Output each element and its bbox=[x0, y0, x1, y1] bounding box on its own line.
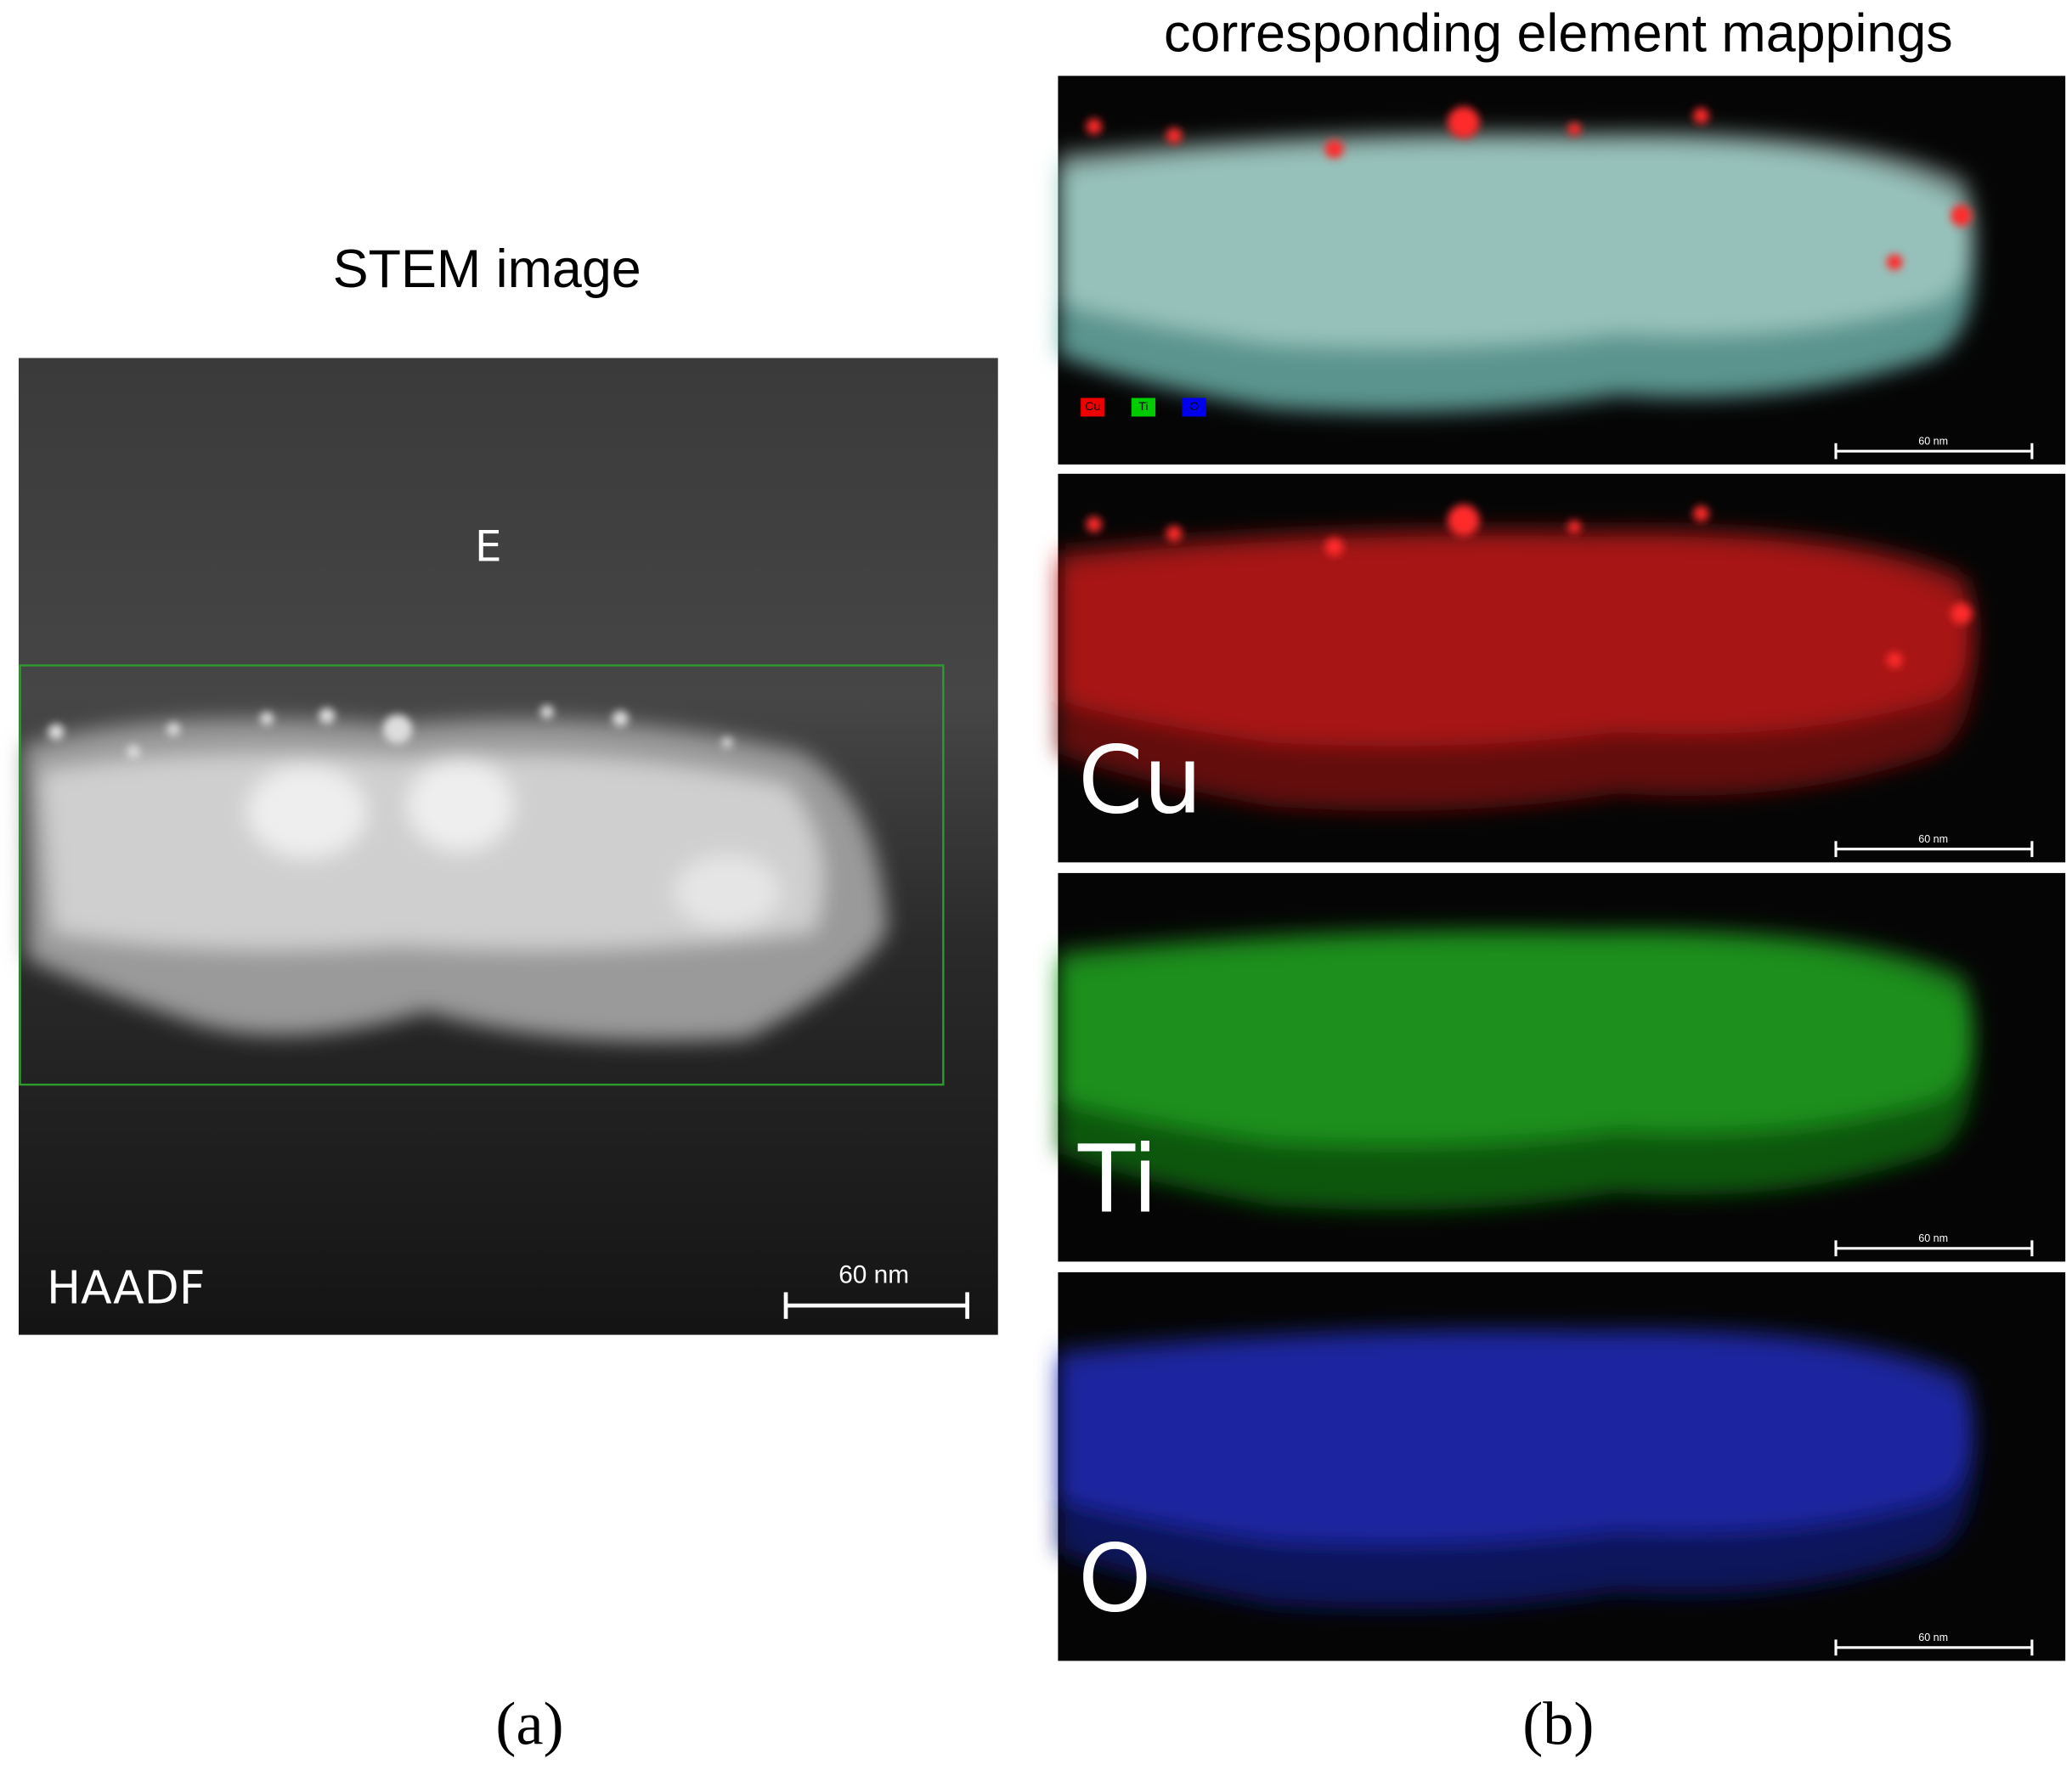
mappings-title: corresponding element mappings bbox=[1164, 3, 1953, 63]
scale-bar-label: 60 nm bbox=[1918, 833, 1948, 845]
legend-swatch bbox=[1131, 397, 1156, 417]
mapping-panel: Cu 60 nm bbox=[1058, 473, 2066, 863]
signal-core bbox=[1058, 1327, 1974, 1545]
particle bbox=[1086, 516, 1103, 533]
region-label: E bbox=[475, 521, 502, 572]
particle bbox=[1692, 505, 1709, 522]
particle bbox=[1448, 106, 1480, 138]
particle bbox=[1951, 602, 1973, 624]
particle bbox=[1086, 118, 1103, 135]
mapping-panel: O 60 nm bbox=[1058, 1271, 2066, 1661]
mapping-panel: Ti 60 nm bbox=[1058, 872, 2066, 1262]
legend-label: Ti bbox=[1138, 399, 1148, 413]
particle bbox=[1886, 254, 1903, 271]
particle bbox=[1166, 525, 1183, 542]
legend-swatch bbox=[1081, 397, 1105, 417]
cu-particles bbox=[1086, 504, 1973, 668]
mapping-panel: Cu Ti O 60 nm bbox=[1058, 76, 2066, 465]
cu-particles bbox=[1086, 106, 1973, 271]
signal-core bbox=[1058, 131, 1974, 349]
element-signal bbox=[1058, 1327, 1974, 1609]
signal-core bbox=[1058, 528, 1974, 747]
particle bbox=[1951, 205, 1973, 227]
element-signal bbox=[1058, 528, 1974, 811]
particle bbox=[1886, 651, 1903, 668]
legend-label: Cu bbox=[1085, 399, 1100, 413]
particle bbox=[1692, 107, 1709, 124]
element-signal bbox=[1058, 131, 1974, 414]
legend-label: O bbox=[1189, 399, 1199, 413]
stem-title: STEM image bbox=[333, 240, 641, 299]
element-label: Cu bbox=[1078, 725, 1202, 834]
scale-bar-label: 60 nm bbox=[1918, 436, 1948, 448]
particle bbox=[1324, 538, 1344, 556]
particle bbox=[1567, 122, 1582, 136]
element-label: O bbox=[1078, 1525, 1152, 1633]
scale-bar-label: 60 nm bbox=[1918, 1232, 1948, 1244]
caption: (b) bbox=[1522, 1690, 1594, 1758]
signal-core bbox=[1058, 927, 1974, 1146]
legend-swatch bbox=[1182, 397, 1206, 417]
particle bbox=[1324, 139, 1344, 159]
scale-bar-label: 60 nm bbox=[838, 1261, 909, 1289]
caption: (a) bbox=[495, 1690, 563, 1758]
particle bbox=[1448, 504, 1480, 537]
stem-image bbox=[18, 358, 998, 1335]
element-signal bbox=[1058, 927, 1974, 1210]
particle bbox=[1567, 520, 1582, 534]
scale-bar-label: 60 nm bbox=[1918, 1632, 1948, 1643]
mapping-panels: Cu Ti O 60 nm Cu 60 nm Ti 60 nm O 60 nm bbox=[1058, 76, 2066, 1661]
mode-label: HAADF bbox=[47, 1261, 206, 1315]
element-label: Ti bbox=[1077, 1125, 1158, 1233]
particle bbox=[1166, 127, 1183, 144]
